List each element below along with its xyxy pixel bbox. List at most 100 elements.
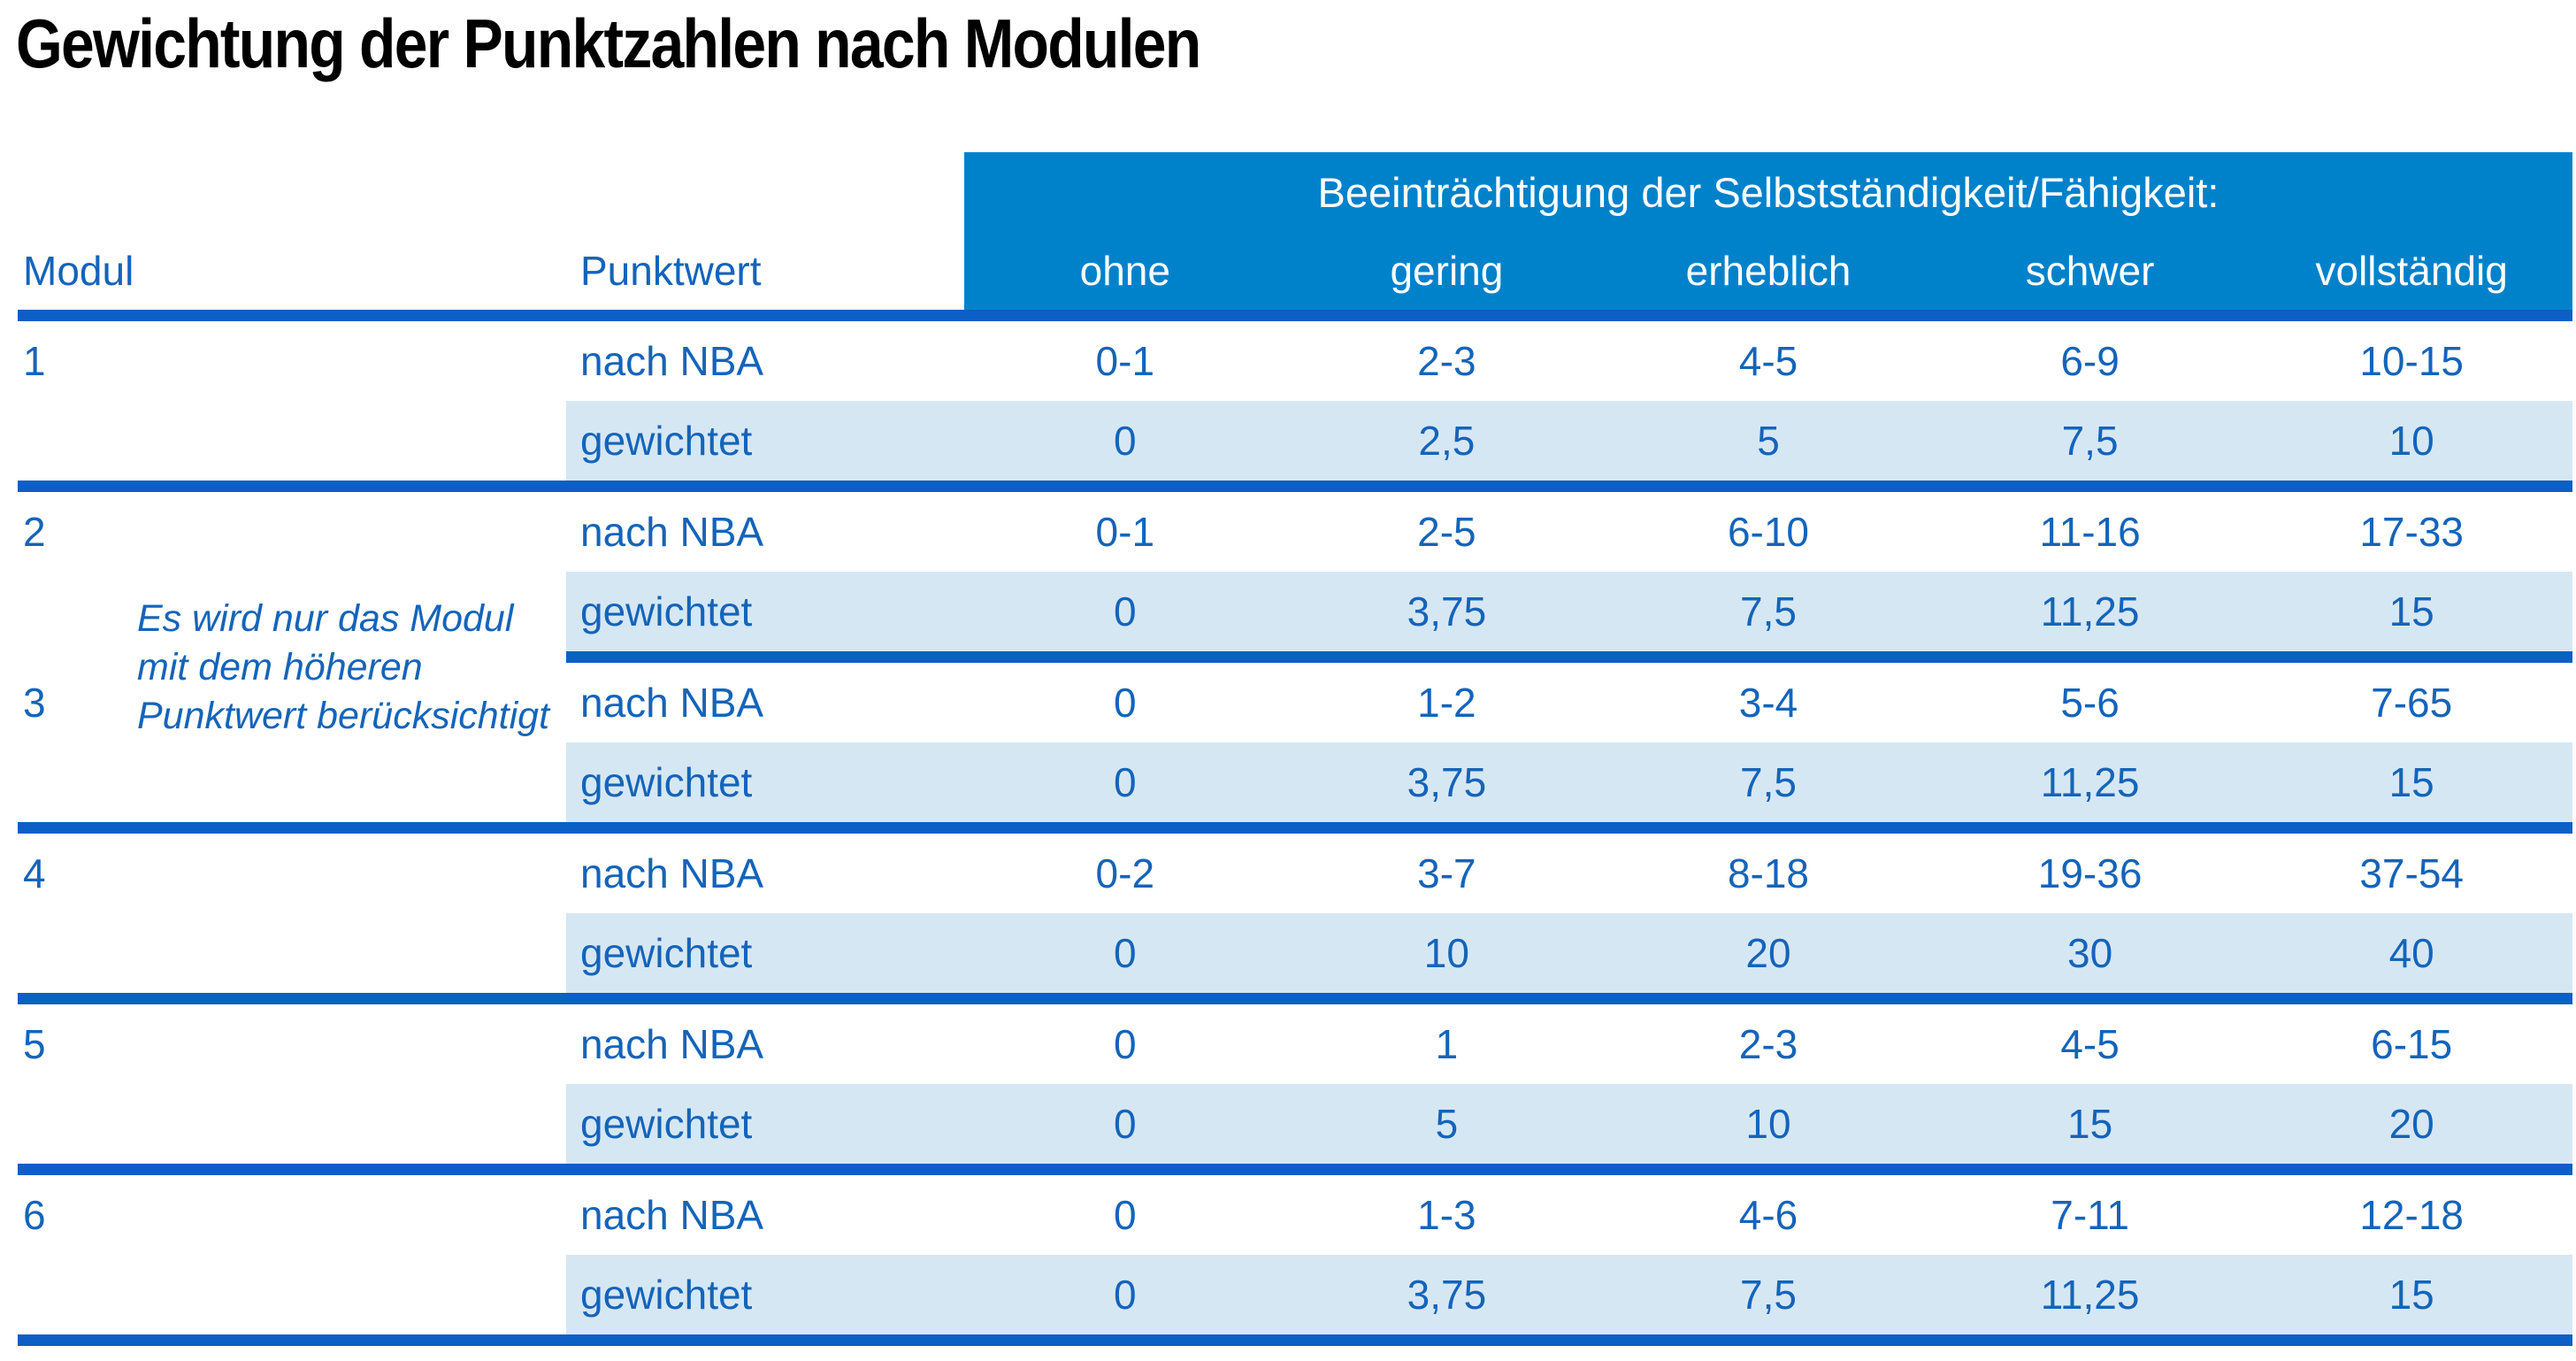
band-left-spacer — [18, 152, 964, 232]
module-4-modul-spacer — [18, 913, 566, 993]
separator-after-module-4 — [18, 993, 2572, 1004]
module-6-weighted-value-1: 3,75 — [1285, 1255, 1608, 1334]
module-2-nba-value-3: 11-16 — [2039, 509, 2141, 555]
module-4-nba-label: nach NBA — [580, 850, 764, 896]
module-1-weighted-row: gewichtet 0 2,5 5 7,5 10 — [18, 401, 2572, 481]
module-4-weighted-label: gewichtet — [566, 913, 964, 993]
note-line-2: mit dem höheren — [137, 646, 423, 688]
module-3-nba-label: nach NBA — [580, 680, 764, 726]
module-6-nba-value-3: 7-11 — [2051, 1192, 2129, 1238]
module-5-weighted-value-3: 15 — [1928, 1084, 2251, 1164]
module-6-weighted-value-0: 0 — [964, 1255, 1286, 1334]
module-2-weighted-row: gewichtet 0 3,75 7,5 11,25 15 — [18, 572, 2572, 651]
module-3-nba-value-2: 3-4 — [1738, 680, 1798, 726]
module-2-nba-row: 2 nach NBA 0-1 2-5 6-10 11-16 17-33 — [18, 492, 2572, 572]
module-3-weighted-label: gewichtet — [566, 742, 964, 822]
punktwert-column-header: Punktwert — [580, 248, 762, 294]
module-5-weighted-value-4: 20 — [2250, 1084, 2572, 1164]
module-2-nba-label: nach NBA — [580, 509, 764, 555]
module-2-nba-value-4: 17-33 — [2359, 509, 2464, 555]
module-3-weighted-value-1: 3,75 — [1285, 742, 1608, 822]
module-2-weighted-value-1: 3,75 — [1285, 572, 1608, 651]
module-2-nba-value-1: 2-5 — [1417, 509, 1476, 555]
module-3-nba-value-1: 1-2 — [1417, 680, 1476, 726]
module-4-number: 4 — [23, 850, 46, 896]
module-3-weighted-value-3: 11,25 — [1928, 742, 2251, 822]
module-2-weighted-value-2: 7,5 — [1607, 572, 1929, 651]
page-title: Gewichtung der Punktzahlen nach Modulen — [16, 4, 1201, 82]
header-separator — [18, 310, 2572, 321]
module-4-weighted-value-1: 10 — [1285, 913, 1608, 993]
module-5-weighted-label: gewichtet — [566, 1084, 964, 1164]
module-6-modul-spacer — [18, 1255, 566, 1334]
note-line-3: Punktwert berücksichtigt — [137, 695, 550, 737]
module-3-weighted-value-4: 15 — [2250, 742, 2572, 822]
level-header-0: ohne — [964, 232, 1286, 310]
module-5-weighted-value-2: 10 — [1607, 1084, 1929, 1164]
module-1-nba-value-3: 6-9 — [2060, 338, 2120, 384]
module-5-weighted-value-1: 5 — [1285, 1084, 1608, 1164]
module-4-nba-value-2: 8-18 — [1727, 850, 1810, 896]
module-5-nba-value-4: 6-15 — [2371, 1021, 2453, 1067]
module-4-weighted-value-2: 20 — [1607, 913, 1929, 993]
column-header-row: Modul Punktwert ohne gering erheblich schwer v… — [18, 232, 2572, 310]
module-1-nba-row: 1 nach NBA 0-1 2-3 4-5 6-9 10-15 — [18, 321, 2572, 401]
table: Beeinträchtigung der Selbstständigkeit/F… — [18, 152, 2572, 1346]
module-1-nba-value-4: 10-15 — [2359, 338, 2464, 384]
module-6-weighted-label: gewichtet — [566, 1255, 964, 1334]
module-3-nba-value-3: 5-6 — [2060, 680, 2120, 726]
module-4-weighted-value-0: 0 — [964, 913, 1286, 993]
module-2-nba-value-0: 0-1 — [1095, 509, 1155, 555]
module-4-nba-value-4: 37-54 — [2359, 850, 2464, 896]
module-1-number: 1 — [23, 338, 46, 384]
module-4-weighted-value-4: 40 — [2250, 913, 2572, 993]
module-3-nba-value-4: 7-65 — [2371, 680, 2453, 726]
level-header-2: erheblich — [1607, 232, 1929, 310]
module-1-weighted-value-4: 10 — [2250, 401, 2572, 481]
module-5-nba-value-0: 0 — [1114, 1021, 1137, 1067]
module-4-weighted-value-3: 30 — [1928, 913, 2251, 993]
module-6-nba-value-1: 1-3 — [1417, 1192, 1476, 1238]
note-line-1: Es wird nur das Modul — [137, 597, 514, 640]
module-3-modul-spacer — [18, 742, 566, 822]
level-header-4: vollständig — [2250, 232, 2572, 310]
module-6-weighted-value-2: 7,5 — [1607, 1255, 1929, 1334]
module-2-nba-value-2: 6-10 — [1727, 509, 1810, 555]
module-2-weighted-value-0: 0 — [964, 572, 1286, 651]
module-1-nba-value-2: 4-5 — [1738, 338, 1798, 384]
module-5-nba-row: 5 nach NBA 0 1 2-3 4-5 6-15 — [18, 1004, 2572, 1084]
module-2-weighted-value-3: 11,25 — [1928, 572, 2251, 651]
module-1-modul-spacer — [18, 401, 566, 481]
module-1-weighted-value-1: 2,5 — [1285, 401, 1608, 481]
modul-column-header: Modul — [23, 248, 134, 294]
module-5-nba-value-3: 4-5 — [2060, 1021, 2120, 1067]
module-2-weighted-label: gewichtet — [566, 572, 964, 651]
module-1-weighted-value-0: 0 — [964, 401, 1286, 481]
module-3-weighted-value-0: 0 — [964, 742, 1286, 822]
module-1-nba-label: nach NBA — [580, 338, 764, 384]
module-3-nba-value-0: 0 — [1114, 680, 1137, 726]
module-5-number: 5 — [23, 1021, 46, 1067]
module-4-nba-value-3: 19-36 — [2037, 850, 2143, 896]
module-2-weighted-value-4: 15 — [2250, 572, 2572, 651]
module-1-nba-value-1: 2-3 — [1417, 338, 1476, 384]
module-3-number: 3 — [23, 680, 46, 726]
module-6-weighted-row: gewichtet 0 3,75 7,5 11,25 15 — [18, 1255, 2572, 1334]
module-6-weighted-value-3: 11,25 — [1928, 1255, 2251, 1334]
module-6-number: 6 — [23, 1192, 46, 1238]
module-5-weighted-value-0: 0 — [964, 1084, 1286, 1164]
module-2-number: 2 — [23, 509, 46, 555]
module-6-nba-value-4: 12-18 — [2359, 1192, 2464, 1238]
module-6-nba-row: 6 nach NBA 0 1-3 4-6 7-11 12-18 — [18, 1175, 2572, 1255]
module-1-nba-value-0: 0-1 — [1095, 338, 1155, 384]
separator-after-module-2 — [566, 651, 2572, 663]
module-4-weighted-row: gewichtet 0 10 20 30 40 — [18, 913, 2572, 993]
module-6-weighted-value-4: 15 — [2250, 1255, 2572, 1334]
module-4-nba-row: 4 nach NBA 0-2 3-7 8-18 19-36 37-54 — [18, 834, 2572, 913]
module-4-nba-value-0: 0-2 — [1095, 850, 1155, 896]
band-header-row: Beeinträchtigung der Selbstständigkeit/F… — [18, 152, 2572, 232]
level-header-1: gering — [1285, 232, 1608, 310]
separator-after-module-1 — [18, 481, 2572, 492]
module-1-weighted-value-2: 5 — [1607, 401, 1929, 481]
